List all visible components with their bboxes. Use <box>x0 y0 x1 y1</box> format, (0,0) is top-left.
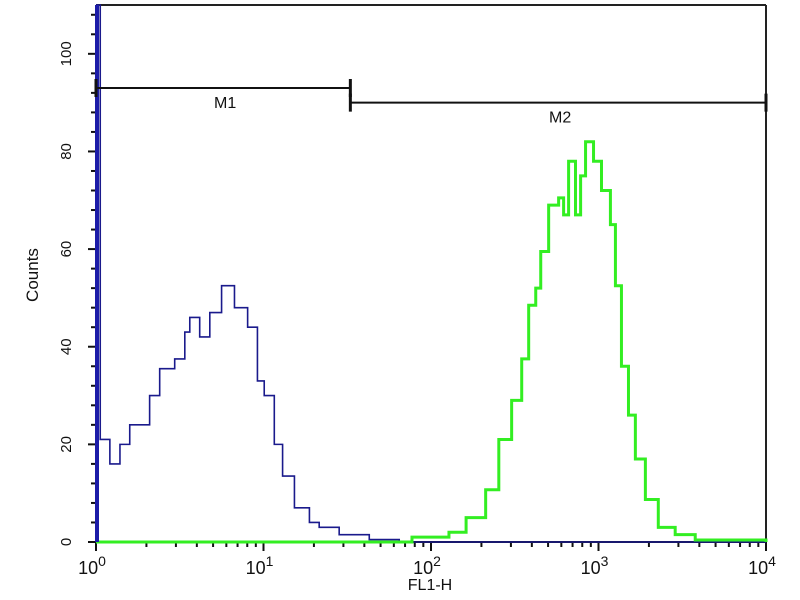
plot-frame <box>95 4 767 543</box>
y-axis-label: Counts <box>23 248 42 302</box>
x-tick-base: 10 <box>246 558 266 578</box>
x-tick-base: 10 <box>581 558 601 578</box>
x-tick-label: 101 <box>246 553 274 578</box>
x-tick-exponent: 4 <box>768 553 776 569</box>
x-tick-label: 100 <box>78 553 106 578</box>
x-tick-base: 10 <box>413 558 433 578</box>
marker-label: M2 <box>549 110 571 127</box>
y-tick-label: 80 <box>58 143 75 160</box>
x-tick-exponent: 0 <box>98 553 106 569</box>
y-axis: 0 20 40 60 80 100 <box>58 13 96 546</box>
y-tick-label: 20 <box>58 436 75 453</box>
x-tick-base: 10 <box>78 558 98 578</box>
y-tick-label: 0 <box>58 538 75 546</box>
first-channel-overflow-bar <box>95 5 99 542</box>
x-tick-base: 10 <box>748 558 768 578</box>
x-tick-label: 103 <box>581 553 609 578</box>
x-tick-exponent: 3 <box>601 553 609 569</box>
x-tick-exponent: 2 <box>433 553 441 569</box>
y-tick-label: 100 <box>58 41 75 66</box>
x-axis: 100 101 102 103 104 <box>78 542 776 578</box>
x-axis-label: FL1-H <box>408 577 452 594</box>
marker-label: M1 <box>214 95 236 112</box>
marker-gates: M1 M2 <box>94 78 768 127</box>
histogram-series-2 <box>96 140 768 544</box>
x-tick-label: 104 <box>748 553 776 578</box>
y-tick-label: 60 <box>58 241 75 258</box>
x-tick-exponent: 1 <box>266 553 274 569</box>
series-layer <box>95 4 768 544</box>
x-tick-label: 102 <box>413 553 441 578</box>
histogram-series-1 <box>96 4 766 543</box>
y-tick-label: 40 <box>58 338 75 355</box>
